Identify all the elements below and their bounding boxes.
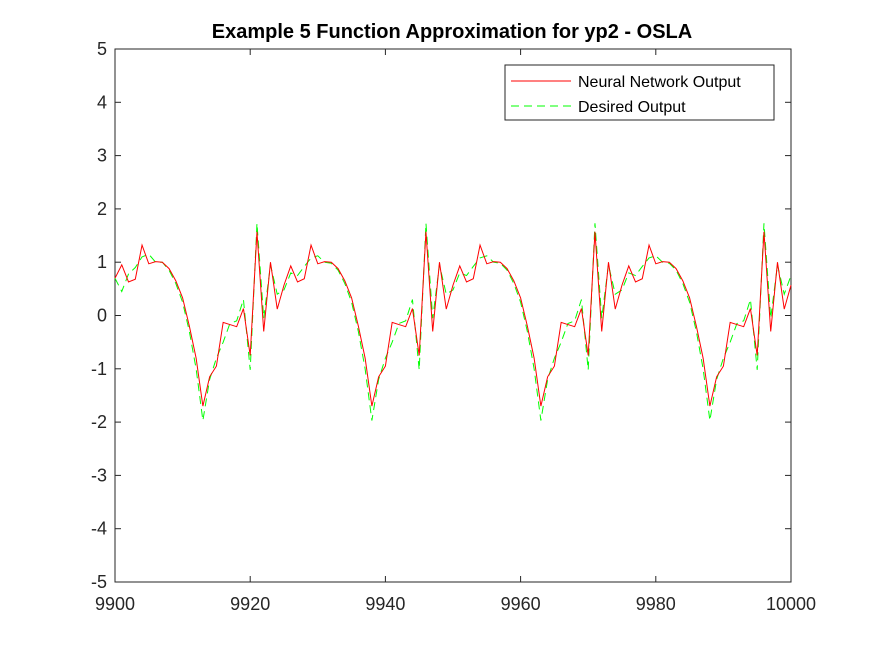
y-tick-label: 3 <box>97 146 107 166</box>
x-tick-label: 10000 <box>766 594 816 614</box>
legend-label-neural-network-output: Neural Network Output <box>578 74 741 91</box>
y-tick-label: 0 <box>97 306 107 326</box>
x-tick-label: 9920 <box>230 594 270 614</box>
x-tick-label: 9900 <box>95 594 135 614</box>
x-tick-label: 9980 <box>636 594 676 614</box>
y-tick-label: -3 <box>91 465 107 485</box>
legend-box <box>504 64 775 121</box>
y-tick-label: -2 <box>91 412 107 432</box>
y-tick-label: -4 <box>91 519 107 539</box>
y-tick-label: -1 <box>91 359 107 379</box>
legend: Neural Network Output Desired Output <box>504 64 775 121</box>
legend-label-desired-output: Desired Output <box>578 99 686 116</box>
y-tick-label: 4 <box>97 92 107 112</box>
y-tick-label: 1 <box>97 252 107 272</box>
axis-ticks: 9900 9920 9940 9960 9980 10000 5 4 3 2 1 0 -1 -2 -3 -4 -… <box>91 39 816 614</box>
x-tick-label: 9940 <box>365 594 405 614</box>
chart-title: Example 5 Function Approximation for yp2… <box>212 21 692 43</box>
x-tick-label: 9960 <box>501 594 541 614</box>
series-line-desired-output <box>114 223 792 421</box>
series-line-neural-network-output <box>114 231 792 407</box>
series-lines <box>114 223 792 421</box>
plot-area <box>114 48 792 583</box>
y-tick-label: 5 <box>97 39 107 59</box>
y-tick-label: -5 <box>91 572 107 592</box>
y-tick-label: 2 <box>97 199 107 219</box>
